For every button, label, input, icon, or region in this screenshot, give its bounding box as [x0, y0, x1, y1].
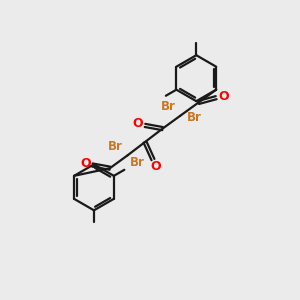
Text: O: O [218, 90, 229, 103]
Text: O: O [133, 117, 143, 130]
Text: Br: Br [187, 111, 202, 124]
Text: Br: Br [130, 156, 145, 169]
Text: O: O [80, 157, 91, 170]
Text: O: O [151, 160, 161, 173]
Text: Br: Br [160, 100, 175, 113]
Text: Br: Br [108, 140, 123, 153]
